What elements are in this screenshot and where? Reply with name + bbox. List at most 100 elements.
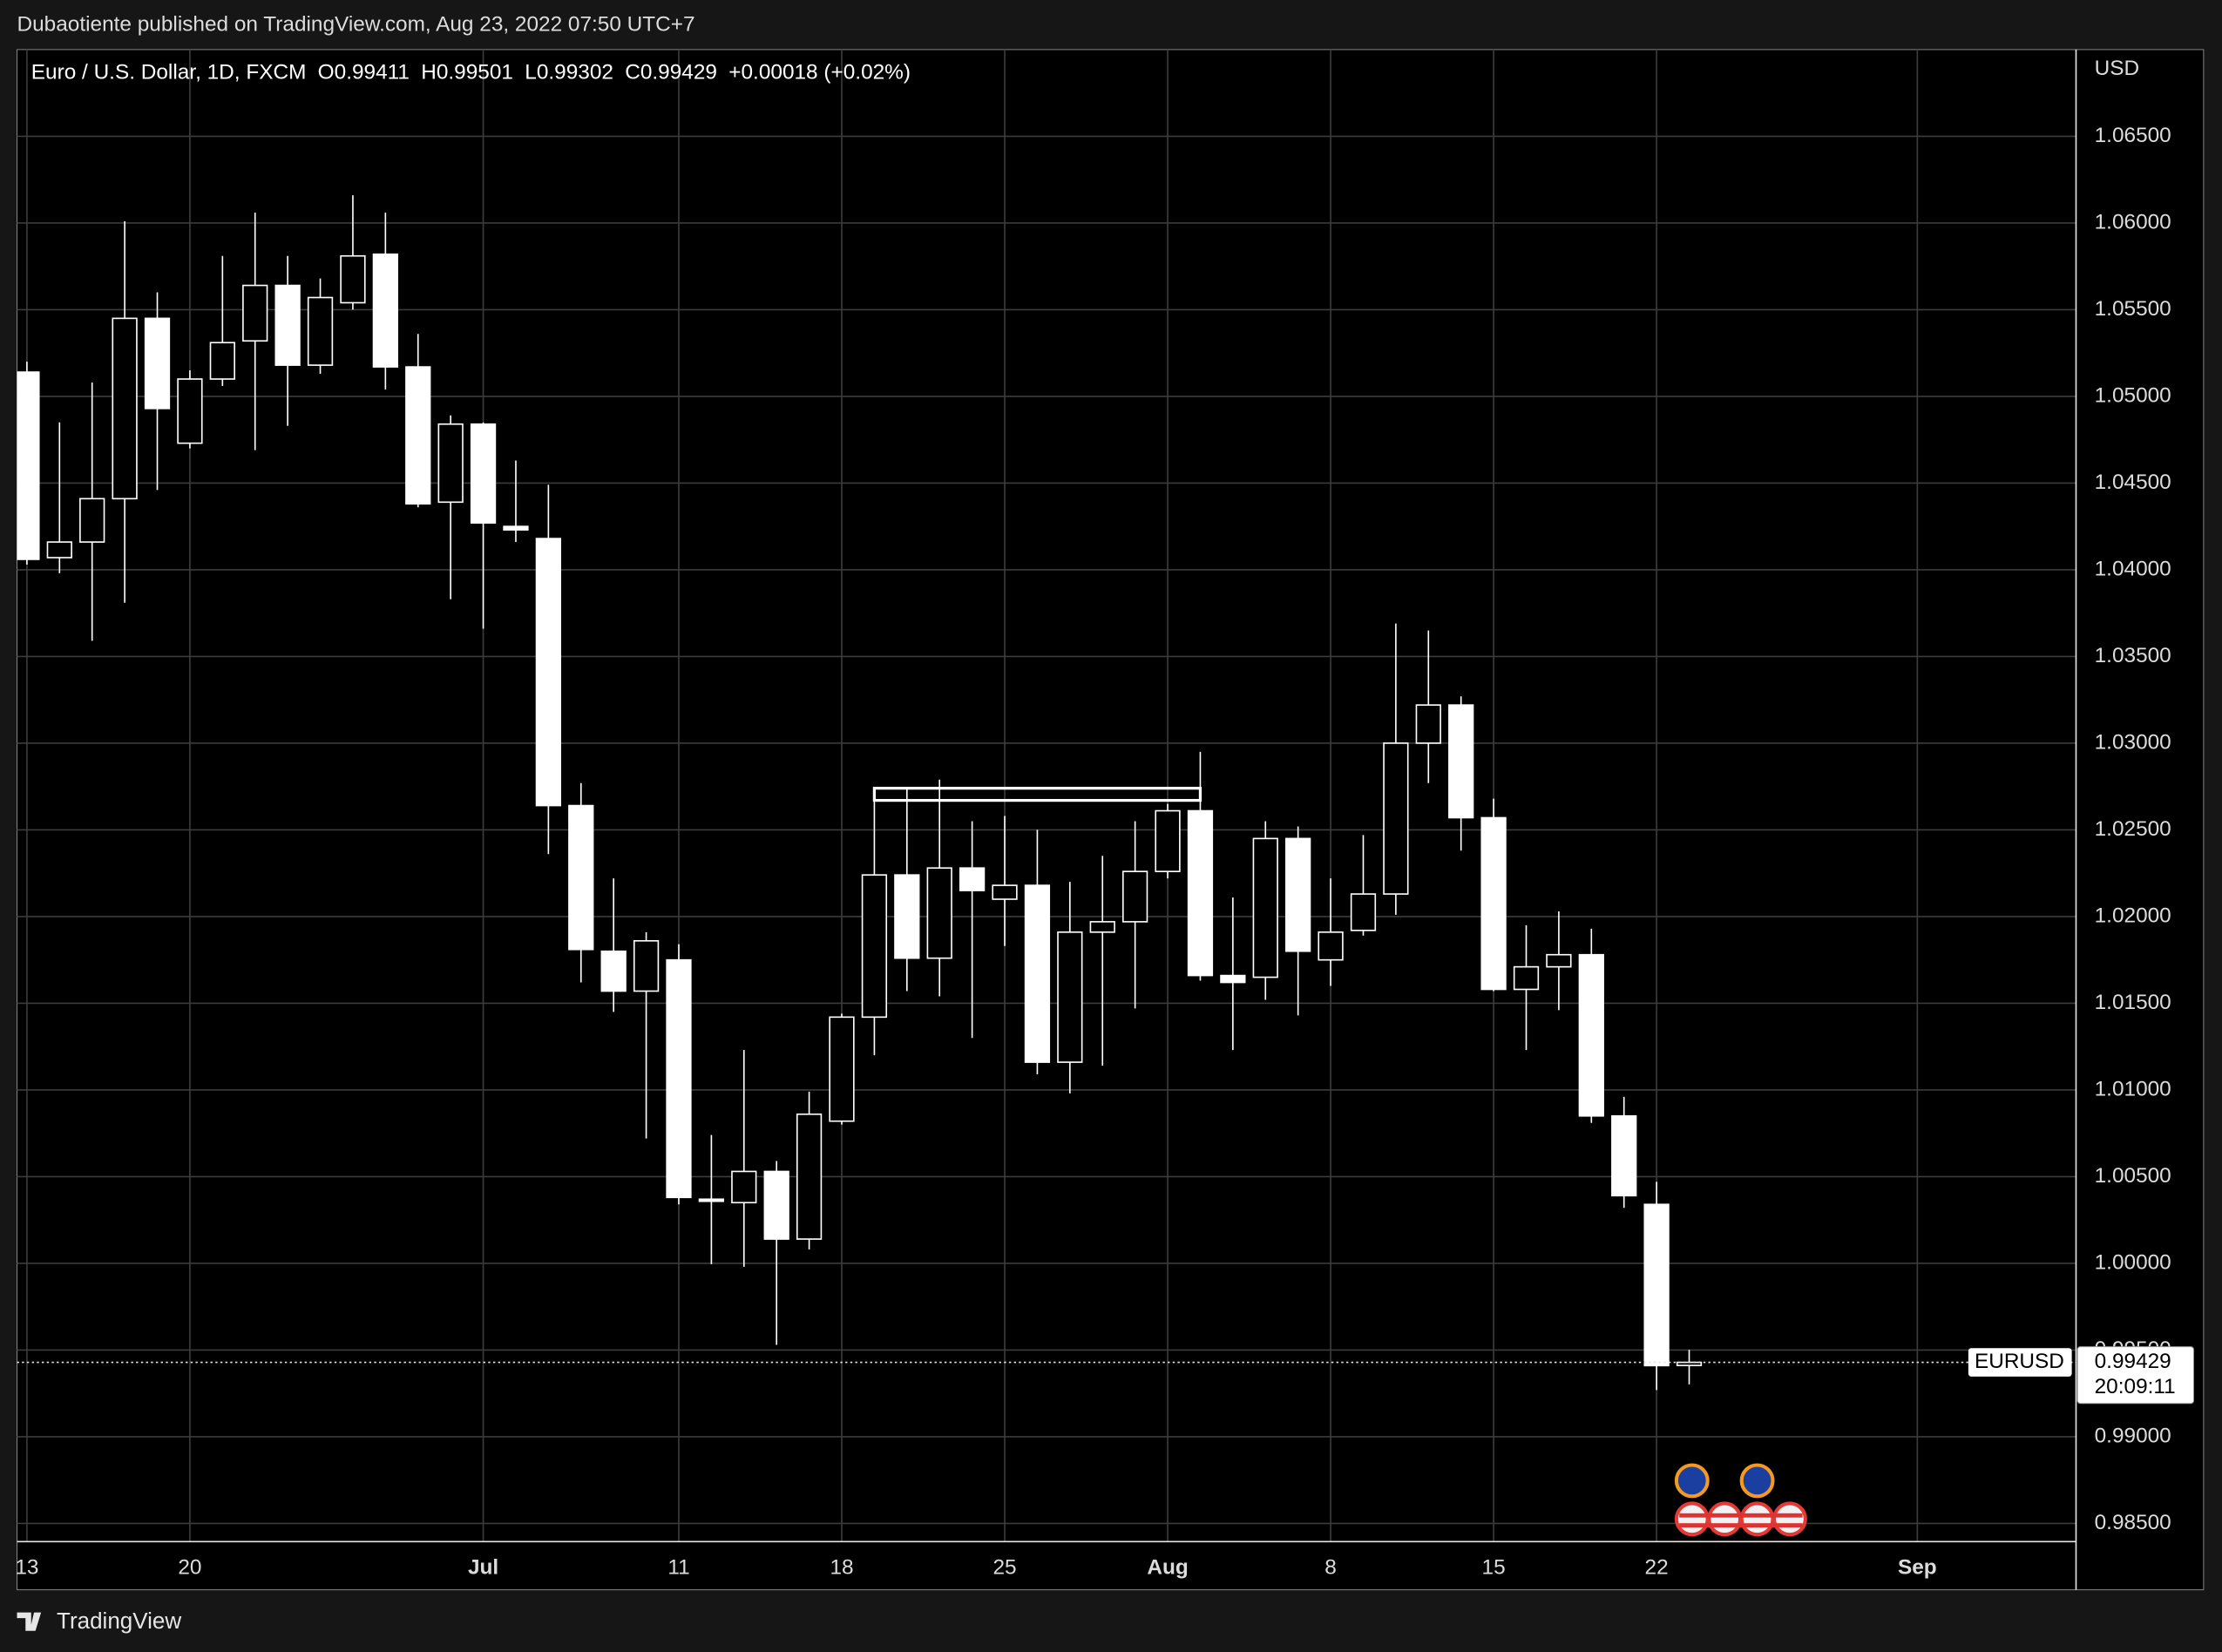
candle-body	[633, 939, 660, 992]
candle-body	[1089, 921, 1115, 933]
eu-event[interactable]	[1739, 1463, 1775, 1499]
candle-body	[144, 317, 171, 410]
price-label-box	[2076, 1346, 2194, 1405]
candle-body	[1285, 837, 1311, 952]
candle-body	[894, 874, 920, 959]
x-tick-label: 22	[1645, 1556, 1669, 1580]
candle-body	[763, 1170, 789, 1240]
candle-body	[731, 1170, 757, 1204]
candle-body	[405, 366, 431, 505]
attribution: Dubaotiente published on TradingView.com…	[17, 13, 695, 37]
x-tick-label: 8	[1324, 1556, 1337, 1580]
candle-body	[503, 525, 529, 531]
countdown-label: 20:09:11	[2095, 1375, 2176, 1398]
flag-stripe	[1679, 1513, 1803, 1518]
x-tick-label: 25	[992, 1556, 1016, 1580]
low-value: 0.99302	[537, 61, 613, 85]
open-value: 0.99411	[335, 61, 410, 85]
y-tick-label: 1.01500	[2095, 991, 2171, 1014]
candle-body	[1611, 1114, 1637, 1197]
price-axis-unit: USD	[2095, 57, 2139, 80]
us-event[interactable]	[1739, 1501, 1775, 1537]
x-tick-label: 18	[830, 1556, 853, 1580]
candle-body	[1480, 816, 1507, 991]
candle-body	[177, 378, 203, 444]
change: +0.00018 (+0.02%)	[728, 61, 911, 85]
candle-body	[1448, 704, 1474, 819]
candle-body	[470, 423, 497, 525]
y-tick-label: 1.00000	[2095, 1250, 2171, 1274]
candle-body	[568, 804, 594, 951]
candle-body	[1122, 870, 1148, 923]
ohlc-label: O	[318, 61, 335, 85]
y-tick-label: 1.03000	[2095, 730, 2171, 754]
candle-body	[796, 1113, 823, 1240]
y-tick-label: 1.02000	[2095, 904, 2171, 927]
candle-body	[46, 541, 72, 559]
candle-body	[1643, 1203, 1670, 1367]
y-tick-label: 1.04000	[2095, 557, 2171, 580]
y-tick-label: 1.05500	[2095, 297, 2171, 321]
candle-body	[535, 538, 562, 807]
candle-body	[1252, 837, 1278, 978]
candle-body	[1415, 704, 1441, 744]
y-tick-label: 1.06000	[2095, 210, 2171, 234]
symbol-label-box	[1968, 1348, 2072, 1377]
candle-body	[1513, 965, 1540, 991]
y-tick-label: 1.02500	[2095, 817, 2171, 841]
candle-body	[307, 296, 334, 366]
candle-body	[959, 867, 986, 891]
candle-body	[1220, 974, 1246, 984]
ohlc-label: C	[625, 61, 640, 85]
eu-event[interactable]	[1674, 1463, 1710, 1499]
y-tick-label: 1.05000	[2095, 383, 2171, 407]
candle-body	[1057, 931, 1083, 1063]
x-tick-label: 13	[15, 1556, 38, 1580]
candle-body	[340, 254, 366, 304]
x-tick-label: Aug	[1147, 1556, 1188, 1580]
high-value: 0.99501	[437, 61, 513, 85]
y-tick-label: 1.04500	[2095, 471, 2171, 494]
us-event[interactable]	[1772, 1501, 1807, 1537]
plot	[17, 195, 1703, 1391]
us-events	[1674, 1501, 1807, 1537]
candle-body	[1187, 809, 1214, 977]
candle-body	[242, 284, 268, 342]
close-value: 0.99429	[640, 61, 717, 85]
candle-body	[600, 950, 627, 992]
candle-body	[1155, 809, 1181, 872]
candle-body	[1350, 893, 1377, 931]
brand-name: TradingView	[57, 1608, 181, 1634]
instrument: Euro / U.S. Dollar, 1D, FXCM	[31, 61, 307, 85]
candle-body	[1024, 884, 1051, 1063]
event-icons	[1674, 1463, 1807, 1537]
candle-body	[17, 371, 40, 560]
y-tick-label: 0.98500	[2095, 1511, 2171, 1534]
x-tick-label: 20	[178, 1556, 201, 1580]
candle-body	[209, 342, 235, 380]
us-event[interactable]	[1707, 1501, 1743, 1537]
candle-body	[861, 874, 888, 1019]
candle-body	[372, 253, 398, 368]
x-tick-label: 15	[1482, 1556, 1506, 1580]
symbol-label: EURUSD	[1975, 1350, 2064, 1373]
candle-body	[274, 284, 301, 366]
ohlc-label: L	[525, 61, 537, 85]
price-label: 0.99429	[2095, 1350, 2171, 1373]
candle-body	[1578, 953, 1604, 1117]
candle-body	[926, 867, 952, 959]
y-tick-label: 1.06500	[2095, 124, 2171, 147]
brand: TradingView	[17, 1608, 181, 1634]
legend-line: Euro / U.S. Dollar, 1D, FXCM O0.99411 H0…	[31, 61, 911, 85]
candle-body	[829, 1016, 855, 1122]
candle-body	[437, 423, 464, 504]
brand-logo	[17, 1612, 42, 1631]
us-event[interactable]	[1674, 1501, 1710, 1537]
x-tick-label: 11	[667, 1556, 689, 1580]
candle-body	[112, 317, 138, 500]
candle-body	[1383, 742, 1409, 895]
candle-body	[79, 498, 105, 543]
